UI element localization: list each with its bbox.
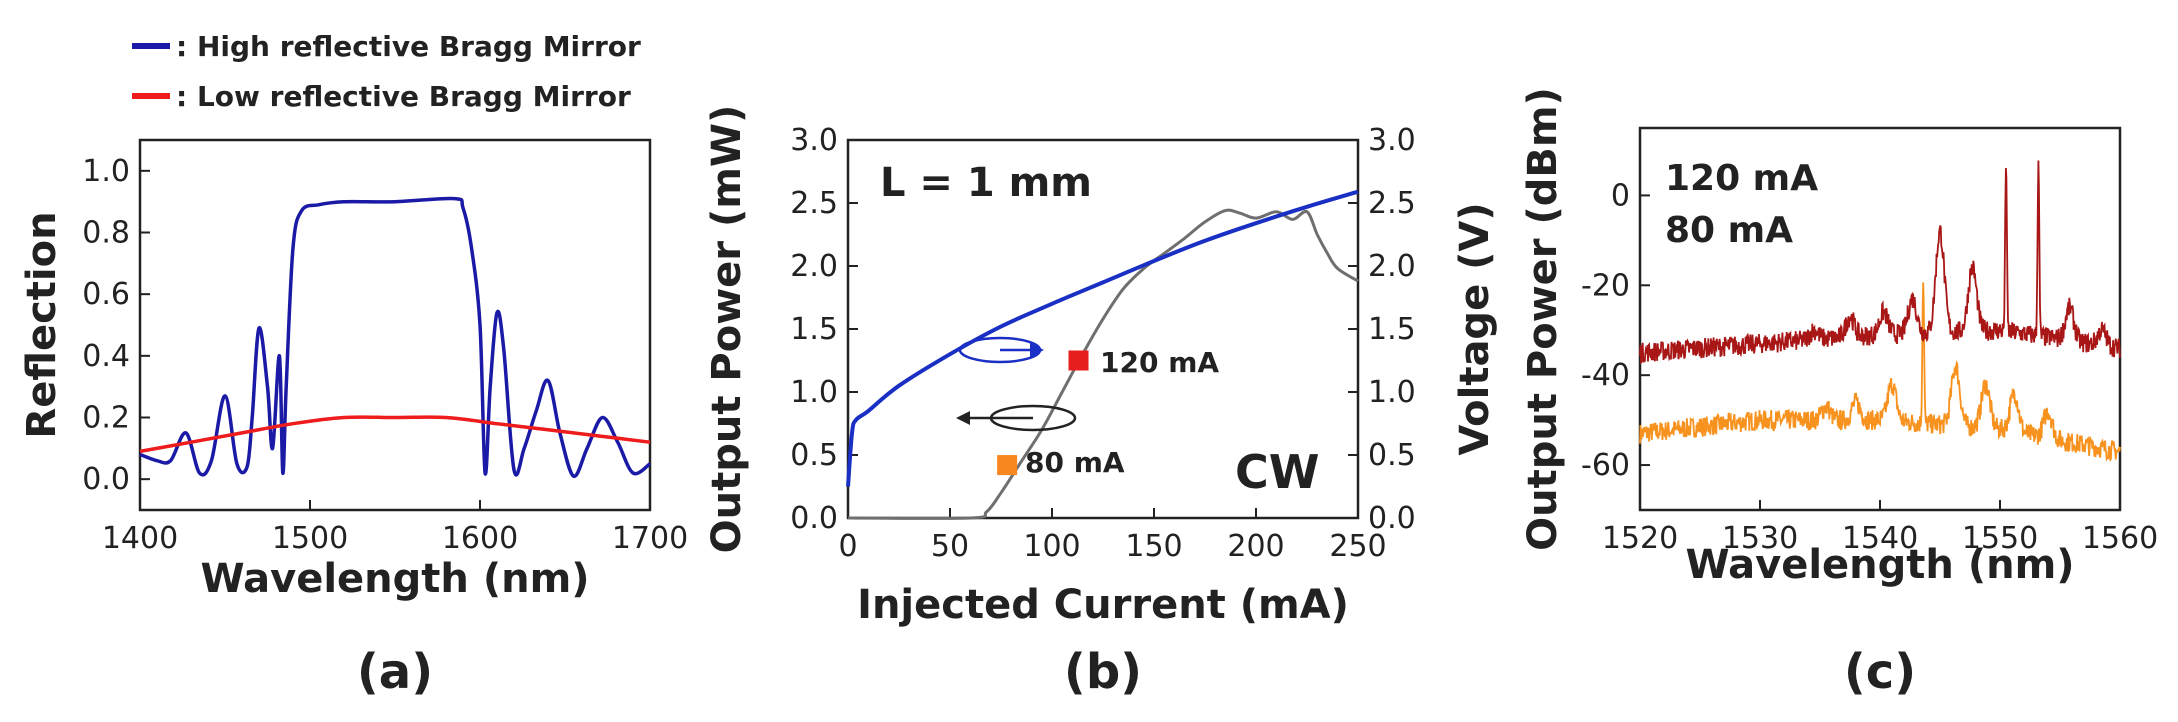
b-y-tick-label: 0.0 (790, 501, 838, 536)
b-y-tick-label: 0.5 (790, 438, 838, 473)
series-line-voltage (846, 189, 1359, 487)
plot-area-c: 1520 1530 1540 1550 1560 -60 -40 -20 0 (1581, 160, 2158, 556)
c-x-tick-label: 1540 (1842, 521, 1918, 556)
c-x-tick-label: 1520 (1602, 521, 1678, 556)
legend-label-high: : High reflective Bragg Mirror (176, 30, 641, 63)
c-x-tick-label: 1560 (2082, 521, 2158, 556)
b-y-tick-label: 3.0 (790, 123, 838, 158)
spectrum-line-80ma (1639, 282, 2121, 462)
series-line-low (139, 415, 651, 454)
series-line-power (847, 208, 1359, 520)
c-x-tick-label: 1530 (1722, 521, 1798, 556)
b-y-right-tick-label: 3.0 (1368, 123, 1416, 158)
b-y-right-tick-label: 2.0 (1368, 249, 1416, 284)
a-x-tick-label: 1700 (612, 521, 688, 556)
panel-a: 1400 1500 1600 1700 0.0 0.2 0.4 0.6 0.8 1.0 Wavel… (19, 138, 688, 700)
voltage-axis-arrow-head (1030, 343, 1044, 357)
b-x-tick-label: 250 (1329, 529, 1386, 564)
a-y-tick-label: 1.0 (82, 154, 130, 189)
b-y-right-tick-label: 0.5 (1368, 438, 1416, 473)
x-axis-label-a: Wavelength (nm) (200, 556, 589, 602)
y-axis-label-c: Output Power (dBm) (1520, 87, 1566, 551)
c-x-tick-label: 1550 (1962, 521, 2038, 556)
panel-b: 0 50 100 150 200 2500.00.51.01.52.02.53.00.00… (704, 105, 1498, 700)
b-x-tick-label: 150 (1125, 529, 1182, 564)
panel-c: 1520 1530 1540 1550 1560 -60 -40 -20 0 Wavelengt… (1520, 87, 2158, 700)
b-x-tick-label: 50 (931, 529, 969, 564)
b-y-right-tick-label: 0.0 (1368, 501, 1416, 536)
a-x-tick-label: 1600 (442, 521, 518, 556)
b-x-tick-label: 200 (1227, 529, 1284, 564)
b-x-tick-label: 0 (838, 529, 857, 564)
marker-80ma (997, 455, 1018, 476)
a-y-tick-label: 0.2 (82, 401, 130, 436)
b-y-right-tick-label: 1.5 (1368, 312, 1416, 347)
b-y-tick-label: 2.5 (790, 186, 838, 221)
marker-label-120ma: 120 mA (1100, 346, 1219, 379)
marker-120ma (1068, 350, 1089, 371)
b-x-tick-label: 100 (1023, 529, 1080, 564)
b-y-right-tick-label: 2.5 (1368, 186, 1416, 221)
a-y-tick-label: 0.4 (82, 339, 130, 374)
plot-frame-a (138, 138, 652, 512)
spectrum-line-120ma (1639, 160, 2121, 365)
panel-label-c: (c) (1844, 644, 1916, 700)
panel-label-a: (a) (357, 644, 433, 700)
panel-label-b: (b) (1064, 644, 1142, 700)
series-label-80ma: 80 mA (1665, 210, 1793, 251)
a-x-tick-label: 1400 (102, 521, 178, 556)
plot-area-a: 1400 1500 1600 1700 0.0 0.2 0.4 0.6 0.8 1.0 (82, 154, 688, 556)
legend-label-low: : Low reflective Bragg Mirror (176, 80, 631, 113)
x-axis-label-c: Wavelength (nm) (1685, 542, 2074, 588)
b-y-right-tick-label: 1.0 (1368, 375, 1416, 410)
power-axis-arrow-head (956, 411, 970, 425)
series-label-120ma: 120 mA (1665, 158, 1818, 199)
c-y-tick-label: 0 (1611, 178, 1630, 213)
legend: : High reflective Bragg Mirror : Low ref… (132, 30, 641, 113)
x-axis-label-b: Injected Current (mA) (857, 582, 1349, 628)
y-axis-label-a: Reflection (19, 211, 65, 438)
annotation-cw: CW (1235, 445, 1320, 499)
c-y-tick-label: -40 (1581, 358, 1630, 393)
y-axis-label-right-b: Voltage (V) (1452, 202, 1498, 455)
series-line-high (139, 196, 652, 478)
b-y-tick-label: 1.5 (790, 312, 838, 347)
a-y-tick-label: 0.0 (82, 462, 130, 497)
c-y-tick-label: -60 (1581, 448, 1630, 483)
b-y-tick-label: 2.0 (790, 249, 838, 284)
a-y-tick-label: 0.6 (82, 277, 130, 312)
a-x-tick-label: 1500 (272, 521, 348, 556)
annotation-length: L = 1 mm (880, 160, 1092, 206)
c-y-tick-label: -20 (1581, 268, 1630, 303)
y-axis-label-b: Output Power (mW) (704, 105, 750, 554)
plot-area-b: 0 50 100 150 200 2500.00.51.01.52.02.53.00.00… (790, 123, 1415, 564)
a-y-tick-label: 0.8 (82, 216, 130, 251)
b-y-tick-label: 1.0 (790, 375, 838, 410)
marker-label-80ma: 80 mA (1025, 446, 1125, 479)
